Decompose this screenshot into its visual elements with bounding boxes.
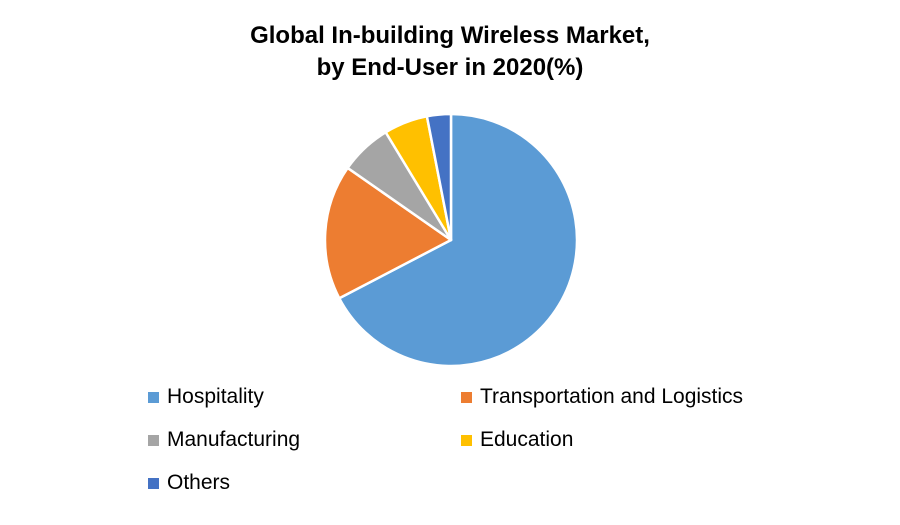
legend-label-hospitality: Hospitality <box>167 385 264 408</box>
legend-label-education: Education <box>480 428 574 451</box>
legend-swatch-education <box>461 434 472 446</box>
pie-slice-hospitality <box>338 112 579 368</box>
legend-item-others: Others <box>148 471 230 495</box>
pie-slice-others <box>425 112 453 242</box>
legend-item-hospitality: Hospitality <box>148 385 264 409</box>
legend-item-education: Education <box>461 428 573 452</box>
legend-swatch-others <box>148 477 159 489</box>
legend-swatch-manufacturing <box>148 434 159 446</box>
legend-label-others: Others <box>167 471 231 494</box>
chart-title: Global In-building Wireless Market, by E… <box>0 20 900 84</box>
legend-item-manufacturing: Manufacturing <box>148 428 300 452</box>
pie-slice-transportation-and-logistics <box>323 166 453 300</box>
legend-label-transportation-and-logistics: Transportation and Logistics <box>480 385 744 408</box>
legend-item-transportation-and-logistics: Transportation and Logistics <box>461 385 743 409</box>
legend-swatch-hospitality <box>148 391 159 403</box>
legend-swatch-transportation-and-logistics <box>461 391 472 403</box>
legend-label-manufacturing: Manufacturing <box>167 428 301 451</box>
chart-title-line-2: by End-User in 2020(%) <box>316 54 584 81</box>
chart-title-line-1: Global In-building Wireless Market, <box>250 22 650 49</box>
